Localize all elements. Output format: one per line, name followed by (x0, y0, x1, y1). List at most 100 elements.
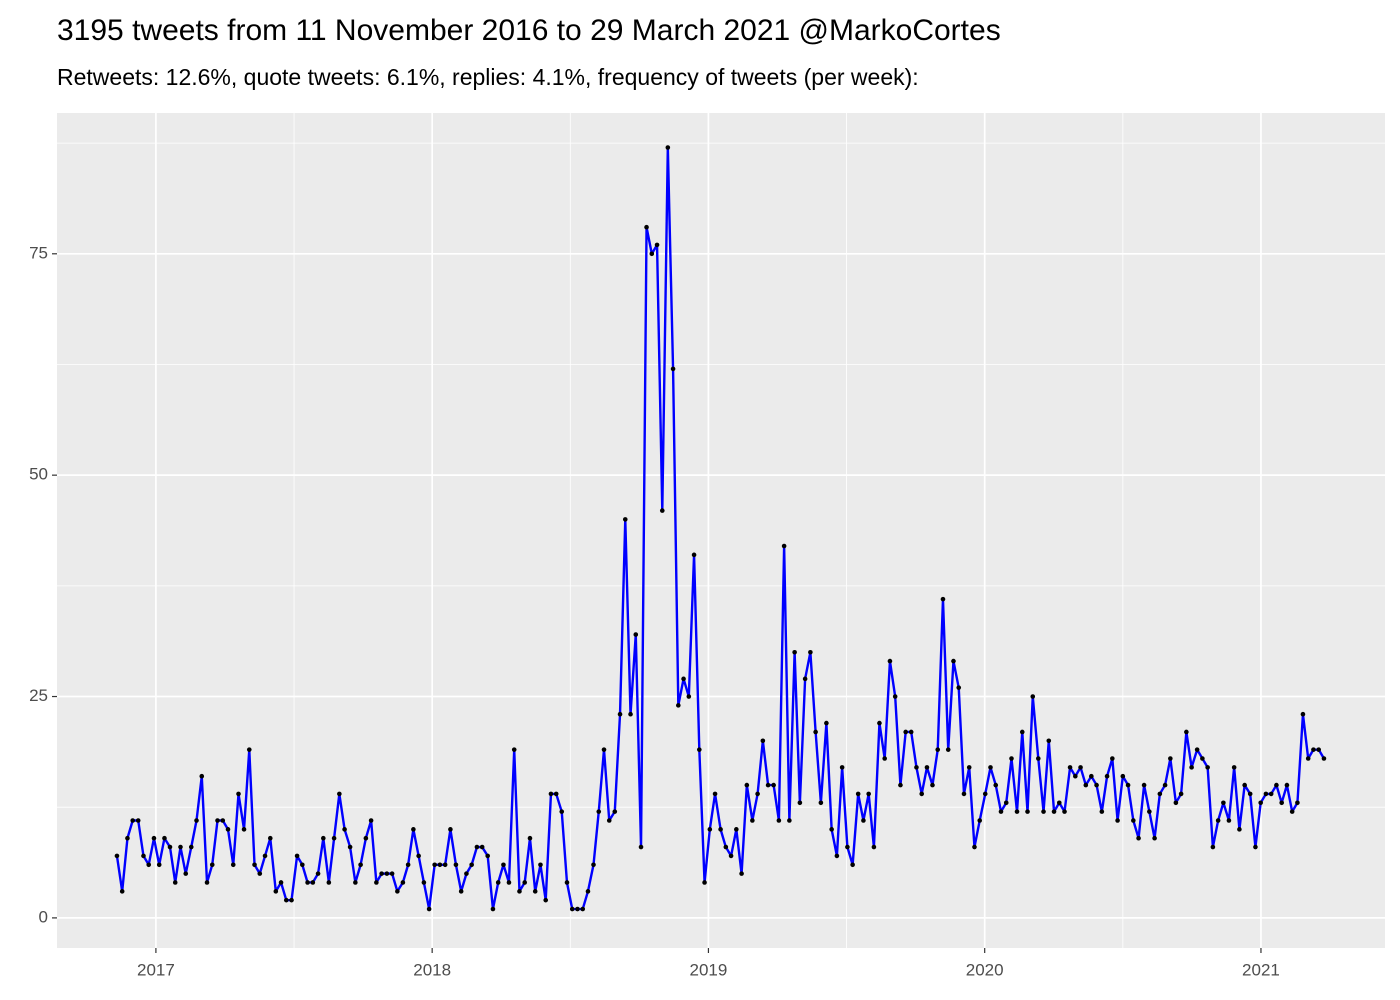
data-point (1237, 827, 1242, 832)
data-point (839, 765, 845, 770)
data-point (135, 818, 141, 823)
data-point (506, 880, 512, 885)
data-point (1099, 809, 1105, 814)
data-point (146, 862, 152, 868)
data-point (1200, 756, 1205, 761)
data-point (580, 906, 586, 912)
data-point (654, 242, 660, 248)
data-point (956, 685, 962, 690)
data-point (273, 889, 279, 894)
data-point (718, 827, 723, 832)
data-point (617, 711, 623, 717)
data-point (517, 889, 522, 894)
data-point (400, 880, 406, 885)
data-point (543, 897, 549, 903)
data-point (1046, 738, 1052, 744)
data-point (1062, 809, 1067, 814)
data-point (1274, 782, 1279, 788)
data-point (553, 791, 559, 797)
data-point (940, 596, 946, 602)
data-point (1115, 818, 1120, 823)
data-point (1104, 773, 1110, 779)
data-point (765, 782, 771, 788)
data-point (1231, 765, 1237, 770)
data-point (230, 862, 236, 868)
data-point (1321, 756, 1327, 761)
data-point (776, 818, 782, 823)
data-point (1147, 809, 1152, 814)
data-point (945, 747, 951, 752)
data-point (1014, 809, 1020, 814)
data-point (1221, 800, 1226, 806)
data-point (448, 827, 453, 832)
data-point (1284, 782, 1290, 788)
data-point (644, 224, 649, 230)
data-point (882, 756, 887, 761)
data-point (374, 880, 379, 885)
data-point (353, 880, 358, 885)
data-point (903, 729, 908, 735)
data-point (1089, 773, 1094, 779)
data-point (1051, 809, 1057, 814)
data-point (1242, 782, 1247, 788)
data-point (416, 853, 421, 859)
x-tick-label: 2017 (137, 960, 175, 979)
data-point (628, 711, 633, 717)
data-point (156, 862, 162, 868)
data-point (1162, 782, 1168, 788)
data-point (1253, 844, 1258, 850)
data-point (511, 747, 517, 752)
data-point (479, 844, 485, 850)
data-point (1247, 791, 1253, 797)
data-point (797, 800, 803, 806)
data-point (850, 862, 855, 868)
data-point (1025, 809, 1030, 814)
data-point (379, 871, 384, 876)
data-point (845, 844, 850, 850)
data-point (1073, 773, 1078, 779)
data-point (1295, 800, 1300, 806)
data-point (606, 818, 612, 823)
data-point (1168, 756, 1173, 761)
data-point (919, 791, 925, 797)
data-point (548, 791, 554, 797)
data-point (1136, 835, 1141, 841)
data-point (458, 889, 464, 894)
data-point (114, 853, 120, 859)
data-point (501, 862, 506, 868)
data-point (734, 827, 739, 832)
data-point (1289, 809, 1295, 814)
data-point (278, 880, 284, 885)
y-tick-label: 75 (29, 243, 48, 262)
x-tick-label: 2019 (690, 960, 728, 979)
data-point (426, 906, 432, 912)
data-point (220, 818, 226, 823)
data-point (1210, 844, 1216, 850)
data-point (712, 791, 718, 797)
data-point (1141, 782, 1147, 788)
data-point (993, 782, 999, 788)
data-point (209, 862, 215, 868)
data-point (924, 765, 930, 770)
data-point (289, 897, 294, 903)
data-point (305, 880, 310, 885)
y-tick-label: 0 (39, 907, 48, 926)
chart-title: 3195 tweets from 11 November 2016 to 29 … (57, 14, 1001, 47)
data-point (490, 906, 496, 912)
data-point (887, 658, 893, 664)
data-point (1205, 765, 1210, 770)
data-point (908, 729, 914, 735)
data-point (998, 809, 1004, 814)
data-point (283, 897, 289, 903)
data-point (1178, 791, 1184, 797)
data-point (257, 871, 263, 876)
data-point (935, 747, 941, 752)
data-point (141, 853, 146, 859)
data-point (988, 765, 993, 770)
data-point (781, 543, 787, 549)
data-point (199, 773, 205, 779)
data-point (1194, 747, 1200, 752)
data-point (707, 827, 713, 832)
data-point (591, 862, 596, 868)
data-point (474, 844, 480, 850)
